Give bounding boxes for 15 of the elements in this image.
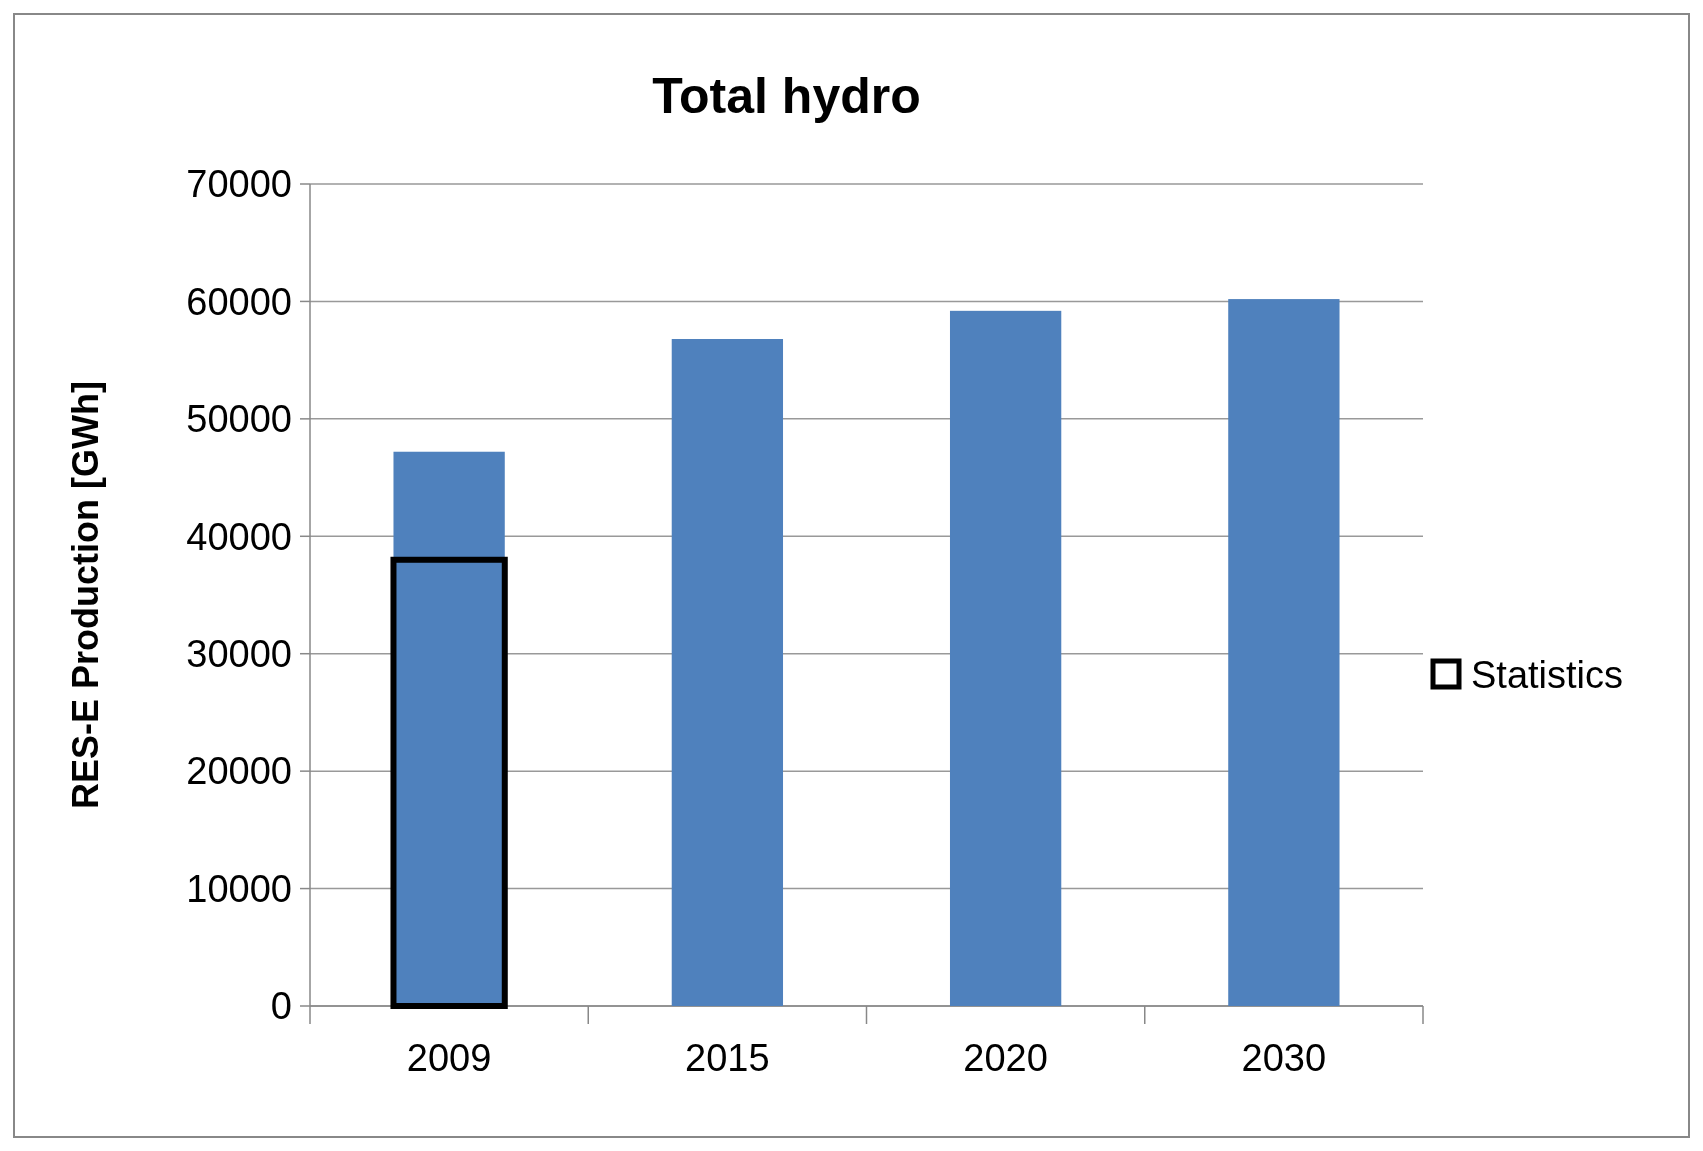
x-tick-label: 2030 (1241, 1037, 1327, 1079)
legend-label: Statistics (1471, 654, 1624, 697)
y-tick-label: 70000 (186, 163, 292, 206)
y-tick-label: 10000 (186, 867, 292, 910)
chart-title: Total hydro (652, 68, 921, 124)
y-tick-label: 40000 (186, 515, 292, 558)
x-tick-label: 2020 (963, 1037, 1048, 1079)
y-tick-label: 60000 (186, 280, 292, 323)
x-tick-label: 2015 (685, 1037, 770, 1079)
x-tick-label: 2009 (406, 1037, 492, 1079)
y-tick-label: 0 (270, 985, 292, 1028)
y-axis-title: RES-E Production [GWh] (65, 381, 106, 809)
y-tick-label: 30000 (186, 633, 292, 676)
y-tick-label: 50000 (186, 398, 292, 441)
y-tick-label: 20000 (186, 750, 292, 793)
